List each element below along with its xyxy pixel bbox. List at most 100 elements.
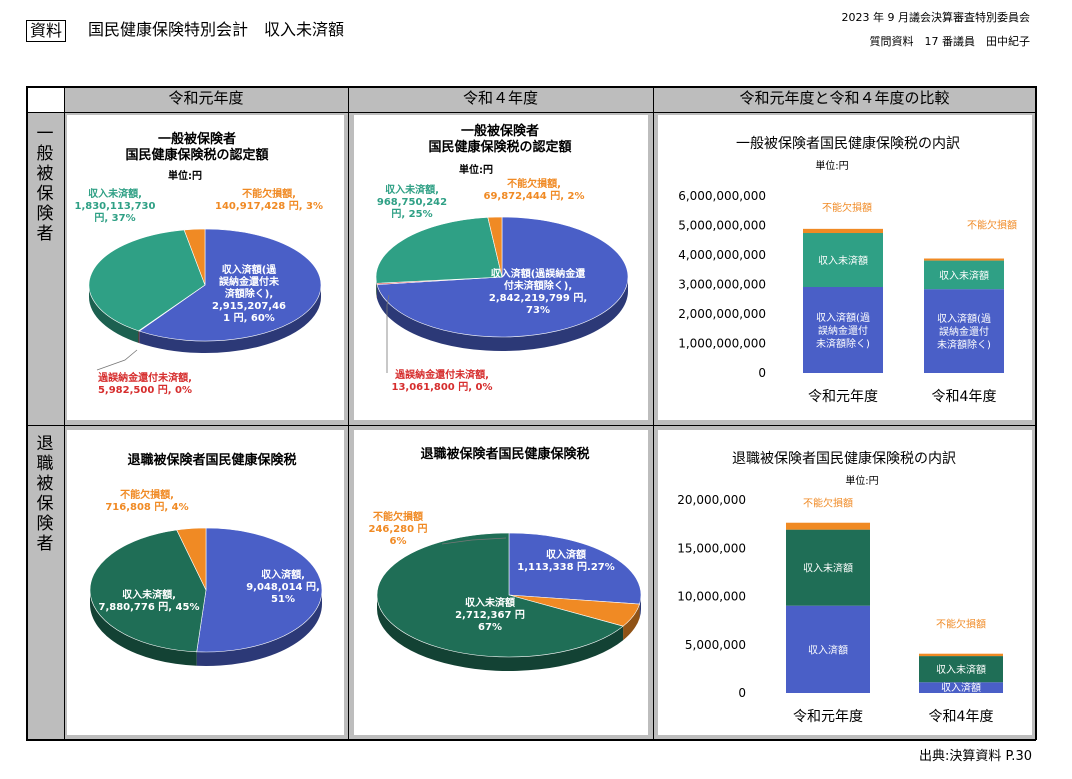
pie-data-label-line: 1 円, 60% (223, 312, 275, 324)
y-tick-label-line: 20,000,000 (677, 493, 746, 507)
x-tick-label: 令和4年度 (932, 389, 997, 405)
pie-slice-1 (89, 529, 207, 653)
bar-segment-label-line: 収入未済額 (818, 254, 868, 267)
pie-data-label-line: 収入未済額 (465, 596, 515, 609)
y-tick-label-line: 5,000,000,000 (678, 219, 766, 233)
bar-segment-label-line: 収入未済額 (939, 269, 989, 282)
bar-segment-label-line: 未済額除く) (816, 337, 870, 350)
pie-side-0 (139, 285, 321, 353)
bar-segment-2 (803, 228, 883, 234)
pie-data-label-line: 67% (478, 622, 502, 633)
pie-title: 退職被保険者国民健康保険税 (127, 452, 296, 468)
bar-segment-label: 不能欠損額 (803, 497, 853, 510)
pie-slice-0 (508, 532, 642, 605)
bar-segment-1 (919, 656, 1003, 683)
panel-retired-r4: 退職被保険者国民健康保険税収入済額 1,113,338 円.27% 収入未済額 2,7… (354, 430, 648, 735)
pie-leader-line (386, 294, 390, 373)
pie-data-label-line: 収入済額(過 (222, 263, 278, 276)
bar-segment-label: 不能欠損額 (822, 201, 872, 214)
pie-data-label: 収入済額, 9,048,014 円, 51% (246, 568, 320, 605)
x-tick-label-line: 令和4年度 (929, 709, 994, 725)
bar-segment-0 (786, 605, 870, 693)
y-tick-label-line: 4,000,000,000 (678, 248, 766, 262)
page-title: 国民健康保険特別会計 収入未済額 (88, 20, 345, 39)
pie-title-line: 国民健康保険税の認定額 (428, 139, 571, 155)
pie-data-label-line: 69,872,444 円, 2% (483, 190, 584, 202)
pie-data-label-line: 1,113,338 円.27% (517, 561, 615, 573)
column-header-comparison: 令和元年度と令和４年度の比較 (739, 89, 950, 107)
pie-data-label-line: 不能欠損額, (507, 177, 561, 190)
y-tick-label: 5,000,000 (685, 638, 746, 652)
bar-segment-label-line: 未済額除く) (937, 338, 991, 351)
y-tick-label-line: 15,000,000 (677, 541, 746, 555)
pie-data-label-line: 付未済額除く), (504, 279, 572, 292)
bar-segment-label-line: 不能欠損額 (803, 497, 853, 510)
pie-title-line: 国民健康保険税の認定額 (125, 147, 268, 163)
pie-slice-0 (196, 527, 323, 653)
bar-segment-label-line: 誤納金還付 (818, 324, 868, 337)
pie-data-label-line: 2,842,219,799 円, (489, 292, 587, 304)
pie-data-label: 収入未済額, 1,830,113,730 円, 37% (75, 187, 156, 224)
bar-title: 一般被保険者国民健康保険税の内訳 (736, 135, 960, 152)
pie-title-line: 一般被保険者 (461, 123, 539, 139)
pie-unit-line: 単位:円 (168, 169, 202, 182)
bar-segment-label-line: 収入済額 (808, 643, 848, 656)
pie-data-label-line: 51% (271, 594, 295, 605)
y-tick-label: 1,000,000,000 (678, 337, 766, 351)
bar-unit: 単位:円 (845, 474, 878, 487)
bar-segment-0 (924, 289, 1004, 373)
grid-line (26, 86, 28, 740)
pie-title: 一般被保険者国民健康保険税の認定額 (428, 123, 571, 155)
pie-data-label-line: 2,712,367 円 (455, 609, 525, 621)
row-header-general: 一般被保険者 (36, 124, 54, 244)
pie-data-label-line: 済額除く), (225, 287, 273, 300)
pie-data-label-line: 円, 25% (391, 208, 432, 220)
pie-data-label: 収入未済額, 968,750,242 円, 25% (377, 183, 447, 220)
pie-data-label: 収入済額(過誤納金還付未済額除く), 2,842,219,799 円, 73% (489, 267, 587, 316)
bar-segment-label-line: 不能欠損額 (936, 618, 986, 631)
pie-data-label-line: 円, 37% (94, 212, 135, 224)
x-tick-label: 令和4年度 (929, 709, 994, 725)
pie-slice-2 (88, 229, 206, 332)
grid-line (26, 739, 1036, 741)
y-tick-label: 5,000,000,000 (678, 219, 766, 233)
bar-segment-2 (919, 653, 1003, 657)
bar-segment-label: 不能欠損額 (967, 219, 1017, 232)
pie-data-label-line: 9,048,014 円, (246, 581, 320, 593)
pie-data-label-line: 13,061,800 円, 0% (391, 381, 492, 393)
bar-title: 退職被保険者国民健康保険税の内訳 (732, 450, 956, 467)
pie-title: 退職被保険者国民健康保険税 (420, 446, 589, 462)
bar-segment-1 (924, 260, 1004, 290)
pie-data-label-line: 収入未済額, (122, 588, 176, 601)
pie-side-2 (89, 285, 139, 343)
x-tick-label-line: 令和元年度 (793, 709, 863, 725)
pie-title-line: 一般被保険者 (158, 131, 236, 147)
pie-data-label-line: 2,915,207,46 (212, 301, 286, 312)
pie-data-label-line: 1,830,113,730 (75, 201, 156, 212)
bar-segment-label-line: 収入済額(過 (816, 311, 870, 324)
y-tick-label-line: 3,000,000,000 (678, 278, 766, 292)
pie-data-label-line: 収入未済額, (385, 183, 439, 196)
pie-leader-line (96, 349, 138, 371)
pie-title-line: 退職被保険者国民健康保険税 (127, 452, 296, 468)
bar-segment-label: 収入済額 (941, 681, 981, 694)
pie-data-label-line: 収入済額 (546, 548, 586, 561)
y-tick-label-line: 0 (738, 686, 746, 700)
pie-data-label-line: 73% (526, 305, 550, 316)
y-tick-label-line: 5,000,000 (685, 638, 746, 652)
y-tick-label-line: 2,000,000,000 (678, 307, 766, 321)
row-header-retired: 退職被保険者 (36, 434, 54, 554)
x-tick-label-line: 令和4年度 (932, 389, 997, 405)
y-tick-label: 10,000,000 (677, 590, 746, 604)
bar-segment-label-line: 収入済額 (941, 681, 981, 694)
column-header-r1: 令和元年度 (168, 89, 244, 107)
x-tick-label: 令和元年度 (793, 709, 863, 725)
pie-data-label-line: 過誤納金還付未済額, (97, 371, 192, 384)
y-tick-label: 15,000,000 (677, 541, 746, 555)
y-tick-label-line: 6,000,000,000 (678, 189, 766, 203)
pie-data-label-line: 140,917,428 円, 3% (215, 200, 323, 212)
pie-data-label-line: 不能欠損額 (373, 510, 423, 523)
grid-line (653, 86, 654, 740)
